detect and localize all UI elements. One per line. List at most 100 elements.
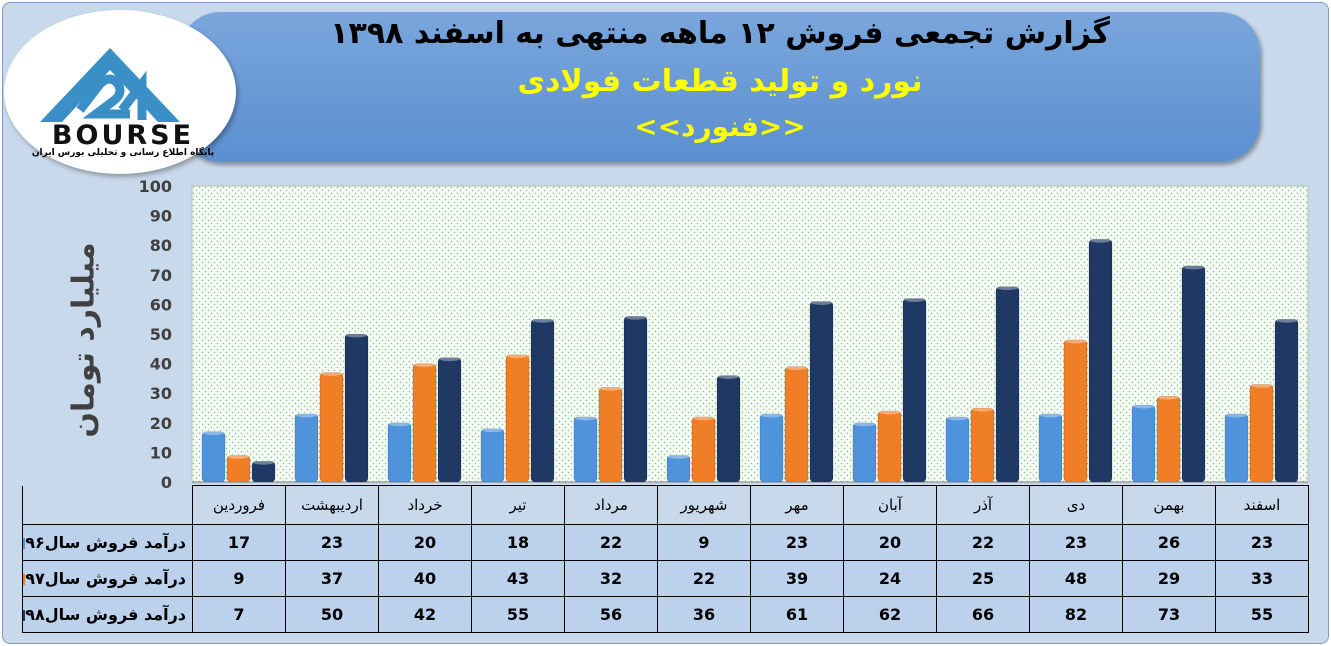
bar-97: [784, 366, 809, 483]
data-label: 20: [378, 524, 472, 561]
bar-98: [1181, 265, 1206, 483]
bar-97: [1249, 384, 1274, 483]
bar-top-highlight: [625, 314, 646, 320]
table-row: 33 29 48 25 24 39 22 32 43 40 37 9 درآمد فروش سال۹۷: [22, 560, 1309, 597]
data-label: 29: [1122, 560, 1216, 597]
data-label: 39: [750, 560, 844, 597]
legend-entry: درآمد فروش سال۹۷: [22, 560, 193, 597]
bar-96: [1224, 413, 1249, 483]
data-label: 22: [657, 560, 751, 597]
legend-swatch-icon: [23, 538, 26, 549]
bar-top-highlight: [600, 385, 621, 391]
bar-96: [573, 416, 598, 483]
bar-98: [437, 357, 462, 483]
company-name: نورد و تولید قطعات فولادی: [517, 64, 923, 99]
bar-98: [902, 298, 927, 483]
bar-top-highlight: [346, 332, 367, 338]
bar-top-highlight: [879, 409, 900, 415]
data-label: 18: [471, 524, 565, 561]
x-tick-label: آذر: [936, 485, 1030, 525]
x-tick-label: تیر: [471, 485, 565, 525]
data-label: 23: [1029, 524, 1123, 561]
bar-98: [251, 460, 276, 483]
header-banner: [180, 12, 1260, 162]
legend-label: درآمد فروش سال۹۸: [25, 605, 186, 624]
x-tick-label: خرداد: [378, 485, 472, 525]
data-label: 61: [750, 596, 844, 633]
bar-top-highlight: [1183, 264, 1204, 270]
ticker-symbol: <<فنورد>>: [634, 110, 806, 143]
bar-96: [1131, 404, 1156, 483]
bar-97: [319, 372, 344, 483]
bar-top-highlight: [439, 356, 460, 362]
data-label: 62: [843, 596, 937, 633]
y-tick-label: 0: [161, 473, 172, 492]
data-label: 22: [936, 524, 1030, 561]
data-label: 23: [1215, 524, 1309, 561]
bar-top-highlight: [947, 415, 968, 421]
bar-97: [877, 410, 902, 483]
bar-top-highlight: [668, 453, 689, 459]
bar-96: [852, 422, 877, 483]
bar-top-highlight: [389, 421, 410, 427]
bar-98: [995, 286, 1020, 483]
y-tick-label: 50: [150, 325, 172, 344]
y-axis-label: میلیارد تومان: [66, 242, 102, 438]
data-label: 66: [936, 596, 1030, 633]
bar-top-highlight: [972, 406, 993, 412]
x-tick-label: مرداد: [564, 485, 658, 525]
data-label: 24: [843, 560, 937, 597]
page-title: گزارش تجمعی فروش ۱۲ ماهه منتهی به اسفند …: [330, 16, 1110, 51]
bar-top-highlight: [253, 459, 274, 465]
x-tick-label: بهمن: [1122, 485, 1216, 525]
data-label: 7: [192, 596, 286, 633]
bar-top-highlight: [786, 365, 807, 371]
bar-top-highlight: [1090, 237, 1111, 243]
data-label: 56: [564, 596, 658, 633]
table-row: 23 26 23 22 20 23 9 22 18 20 23 17 درآمد فروش سال۹۶: [22, 524, 1309, 561]
plot-area: [191, 185, 1309, 483]
data-label: 55: [471, 596, 565, 633]
legend-swatch-icon: [23, 574, 26, 585]
bar-top-highlight: [1251, 382, 1272, 388]
data-label: 42: [378, 596, 472, 633]
bar-98: [1274, 318, 1299, 483]
bar-98: [1088, 238, 1113, 483]
bar-top-highlight: [203, 430, 224, 436]
bar-96: [666, 455, 691, 483]
bar-top-highlight: [1158, 394, 1179, 400]
y-tick-label: 20: [150, 414, 172, 433]
data-label: 82: [1029, 596, 1123, 633]
bar-98: [716, 375, 741, 483]
x-tick-label: اردیبهشت: [285, 485, 379, 525]
bar-top-highlight: [482, 427, 503, 433]
bar-96: [294, 413, 319, 483]
logo: BOURSE پایگاه اطلاع رسانی و تحلیلی بورس …: [4, 10, 236, 174]
bar-97: [598, 386, 623, 483]
y-tick-label: 70: [150, 266, 172, 285]
bar-top-highlight: [1276, 317, 1297, 323]
bar-96: [1038, 413, 1063, 483]
y-tick-label: 60: [150, 295, 172, 314]
y-tick-label: 10: [150, 443, 172, 462]
x-tick-label: شهریور: [657, 485, 751, 525]
bar-97: [1156, 395, 1181, 483]
table-corner: [22, 485, 193, 525]
legend-swatch-icon: [23, 610, 26, 621]
bar-97: [691, 416, 716, 483]
x-tick-label: اسفند: [1215, 485, 1309, 525]
x-tick-label: آبان: [843, 485, 937, 525]
data-label: 25: [936, 560, 1030, 597]
legend-entry: درآمد فروش سال۹۸: [22, 596, 193, 633]
bar-96: [387, 422, 412, 483]
data-label: 73: [1122, 596, 1216, 633]
table-row: 55 73 82 66 62 61 36 56 55 42 50 7 درآمد فروش سال۹۸: [22, 596, 1309, 633]
bar-top-highlight: [1065, 338, 1086, 344]
data-table: اسفند بهمن دی آذر آبان مهر شهریور مرداد تیر خرداد…: [22, 485, 1309, 633]
x-tick-label: فروردین: [192, 485, 286, 525]
y-tick-label: 80: [150, 236, 172, 255]
bar-top-highlight: [761, 412, 782, 418]
data-label: 36: [657, 596, 751, 633]
bar-98: [344, 333, 369, 483]
